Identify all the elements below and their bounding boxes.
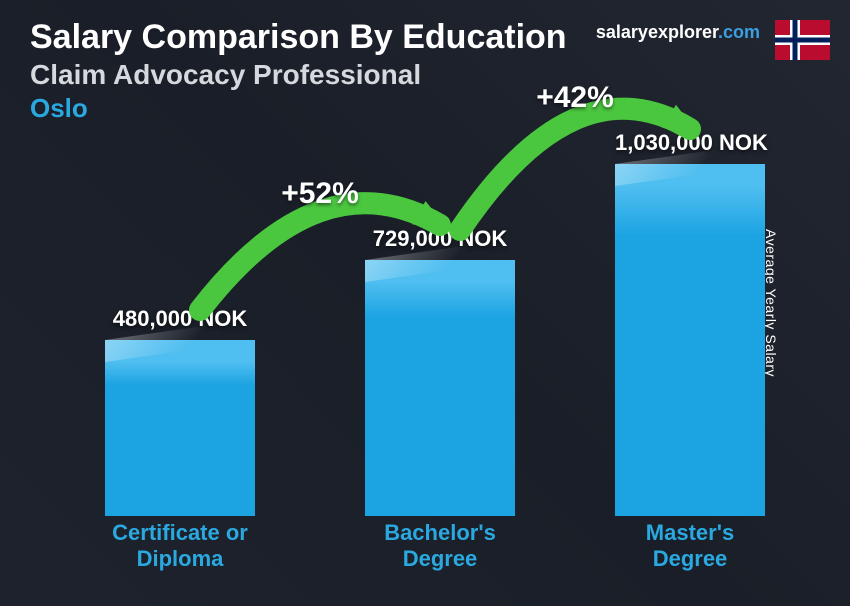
bar	[105, 340, 255, 516]
norway-flag-icon	[775, 20, 830, 60]
bar-label: Bachelor'sDegree	[365, 520, 515, 571]
site-brand: salaryexplorer.com	[596, 22, 760, 43]
bar-group: 480,000 NOKCertificate orDiploma	[105, 306, 255, 516]
bar-group: 729,000 NOKBachelor'sDegree	[365, 226, 515, 516]
chart-subtitle: Claim Advocacy Professional	[30, 59, 567, 91]
site-name: salaryexplorer	[596, 22, 718, 42]
site-suffix: .com	[718, 22, 760, 42]
chart-location: Oslo	[30, 93, 567, 124]
bar	[365, 260, 515, 516]
bar	[615, 164, 765, 516]
increase-percent: +52%	[281, 177, 359, 210]
bar-label: Master'sDegree	[615, 520, 765, 571]
chart-title: Salary Comparison By Education	[30, 18, 567, 57]
bar-label: Certificate orDiploma	[105, 520, 255, 571]
chart-area: 480,000 NOKCertificate orDiploma 729,000 …	[50, 160, 790, 576]
bar-group: 1,030,000 NOKMaster'sDegree	[615, 130, 765, 516]
